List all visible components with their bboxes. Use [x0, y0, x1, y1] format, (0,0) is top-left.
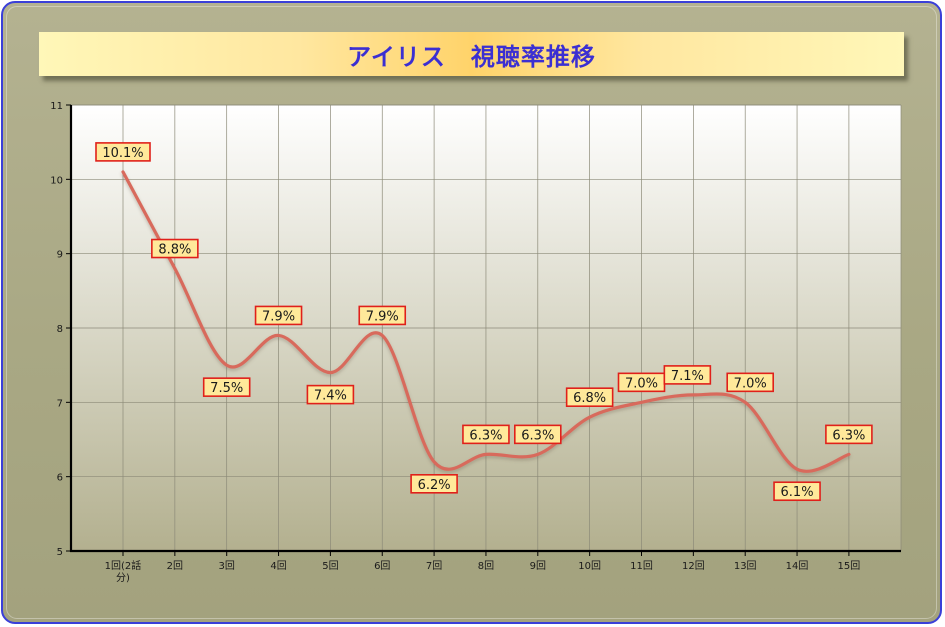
x-tick-label: 15回 — [838, 560, 861, 572]
data-label: 7.9% — [358, 305, 407, 326]
data-label: 6.3% — [825, 424, 873, 445]
tick-labels: 5 6 7 8 9 10 11 1回(2話分) 2回 3回 4回 5回 6回 7回 8回 9回 10回 11回 12… — [50, 101, 860, 584]
x-tick-label: 11回 — [630, 560, 653, 572]
series-line — [121, 170, 851, 473]
x-tick-label: 3回 — [219, 560, 235, 572]
x-tick-label: 14回 — [786, 560, 809, 572]
data-label-text: 6.1% — [781, 485, 814, 500]
x-tick-label: 5回 — [322, 560, 338, 572]
data-labels: 10.1% 8.8% 7.5% 7.9% 7.4% 7.9% 6.2% 6.3% 6.3% 6.8… — [95, 142, 873, 502]
y-tick-label: 9 — [57, 250, 63, 261]
chart-title-bar: アイリス 視聴率推移 — [39, 32, 904, 76]
data-label-box — [202, 377, 251, 397]
data-label: 6.2% — [410, 473, 458, 494]
data-label-text: 6.2% — [418, 478, 451, 493]
data-label: 7.5% — [202, 377, 251, 397]
axes — [66, 104, 901, 556]
x-tick-label: 1回(2話分) — [105, 559, 142, 584]
x-tick-label: 7回 — [426, 560, 442, 572]
x-tick-label: 2回 — [167, 560, 183, 572]
x-tick-label: 12回 — [682, 560, 705, 572]
data-point — [796, 468, 799, 471]
data-label-text: 7.0% — [734, 376, 767, 391]
data-label-text: 7.0% — [625, 376, 658, 391]
data-label: 7.0% — [617, 372, 666, 393]
data-point — [329, 371, 332, 374]
data-label-text: 7.9% — [262, 309, 295, 324]
data-label-text: 7.5% — [210, 381, 243, 396]
data-label-text: 7.4% — [314, 389, 347, 404]
y-tick-label: 8 — [57, 324, 63, 335]
series-line-layer — [121, 170, 851, 473]
x-tick-label: 13回 — [734, 560, 757, 572]
data-label: 6.1% — [773, 481, 821, 502]
data-point — [173, 267, 176, 270]
x-tick-label: 9回 — [530, 560, 546, 572]
data-label-box — [773, 481, 821, 502]
data-point — [225, 364, 228, 367]
data-point — [433, 460, 436, 463]
data-label-text: 7.9% — [366, 309, 399, 324]
data-label-box — [565, 387, 614, 408]
data-label-box — [254, 305, 303, 326]
data-label: 8.8% — [151, 238, 199, 259]
y-tick-label: 10 — [50, 175, 63, 186]
data-point — [484, 453, 487, 456]
data-label-box — [825, 424, 873, 445]
data-label: 7.4% — [306, 384, 355, 405]
data-point — [122, 170, 125, 173]
data-label: 6.3% — [462, 424, 510, 445]
data-label-box — [306, 384, 355, 405]
data-label-box — [726, 372, 775, 393]
data-point — [744, 401, 747, 404]
data-label-text: 6.3% — [832, 428, 865, 443]
data-label-box — [151, 238, 199, 259]
data-label-box — [410, 473, 458, 494]
x-tick-label: 8回 — [478, 560, 494, 572]
x-tick-label: 4回 — [270, 560, 286, 572]
data-point — [536, 453, 539, 456]
data-label-text: 7.1% — [671, 369, 704, 384]
data-label: 7.9% — [254, 305, 303, 326]
data-label: 10.1% — [95, 142, 151, 162]
data-label-text: 6.8% — [573, 391, 606, 406]
y-tick-label: 6 — [57, 473, 63, 484]
data-label-text: 10.1% — [102, 146, 143, 161]
y-tick-label: 11 — [50, 101, 63, 112]
data-label-text: 8.8% — [158, 243, 191, 258]
data-label-text: 6.3% — [469, 428, 502, 443]
x-tick-label: 6回 — [374, 560, 390, 572]
data-label-text: 6.3% — [521, 428, 554, 443]
data-point — [692, 393, 695, 396]
data-label-box — [95, 142, 151, 162]
data-point — [588, 416, 591, 419]
data-label: 6.8% — [565, 387, 614, 408]
data-label: 6.3% — [513, 424, 562, 445]
data-point — [847, 453, 850, 456]
data-label-box — [663, 365, 712, 385]
data-label-box — [358, 305, 407, 326]
data-point — [381, 334, 384, 337]
y-tick-label: 7 — [57, 398, 63, 409]
data-label: 7.1% — [663, 365, 712, 385]
chart-title: アイリス 視聴率推移 — [347, 42, 596, 71]
data-label-box — [513, 424, 562, 445]
data-label: 7.0% — [726, 372, 775, 393]
y-tick-label: 5 — [57, 547, 63, 558]
data-label-box — [462, 424, 510, 445]
data-point — [640, 401, 643, 404]
x-tick-label: 10回 — [578, 560, 601, 572]
data-point — [277, 334, 280, 337]
